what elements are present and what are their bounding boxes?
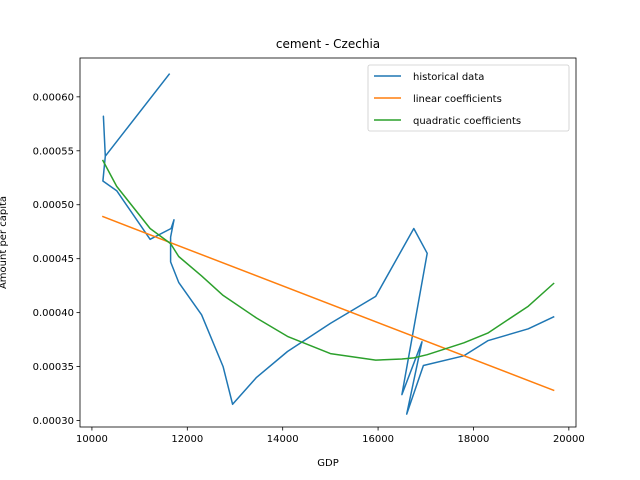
- series-layer: [101, 73, 555, 415]
- y-tick-label: 0.00035: [33, 362, 74, 373]
- legend-label: quadratic coefficients: [413, 116, 521, 127]
- y-tick-label: 0.00030: [33, 416, 74, 427]
- x-tick-label: 14000: [267, 434, 299, 445]
- x-axis-label: GDP: [317, 458, 338, 469]
- legend: historical data linear coefficients quadra…: [367, 64, 570, 132]
- plot-frame: [79, 57, 577, 428]
- legend-box: [367, 64, 570, 132]
- legend-label: historical data: [413, 72, 484, 83]
- y-axis-label: Amount per capita: [0, 196, 9, 289]
- y-tick-label: 0.00055: [33, 146, 74, 157]
- y-tick-label: 0.00050: [33, 200, 74, 211]
- x-tick-label: 16000: [362, 434, 394, 445]
- series-line-linear-coefficients: [101, 215, 555, 392]
- x-tick-label: 12000: [171, 434, 203, 445]
- legend-label: linear coefficients: [413, 94, 502, 105]
- y-tick-label: 0.00060: [33, 92, 74, 103]
- chart-title: cement - Czechia: [276, 37, 380, 51]
- y-tick-label: 0.00040: [33, 308, 74, 319]
- x-tick-label: 10000: [76, 434, 108, 445]
- series-line-historical-data: [102, 73, 555, 415]
- x-tick-label: 18000: [458, 434, 490, 445]
- y-tick-label: 0.00045: [33, 254, 74, 265]
- y-axis-ticks: 0.00030 0.00035 0.00040 0.00045 0.00050 0.000…: [33, 92, 80, 427]
- x-tick-label: 20000: [553, 434, 585, 445]
- series-line-quadratic-coefficients: [101, 159, 555, 361]
- x-axis-ticks: 10000 12000 14000 16000 18000 20000: [76, 427, 585, 445]
